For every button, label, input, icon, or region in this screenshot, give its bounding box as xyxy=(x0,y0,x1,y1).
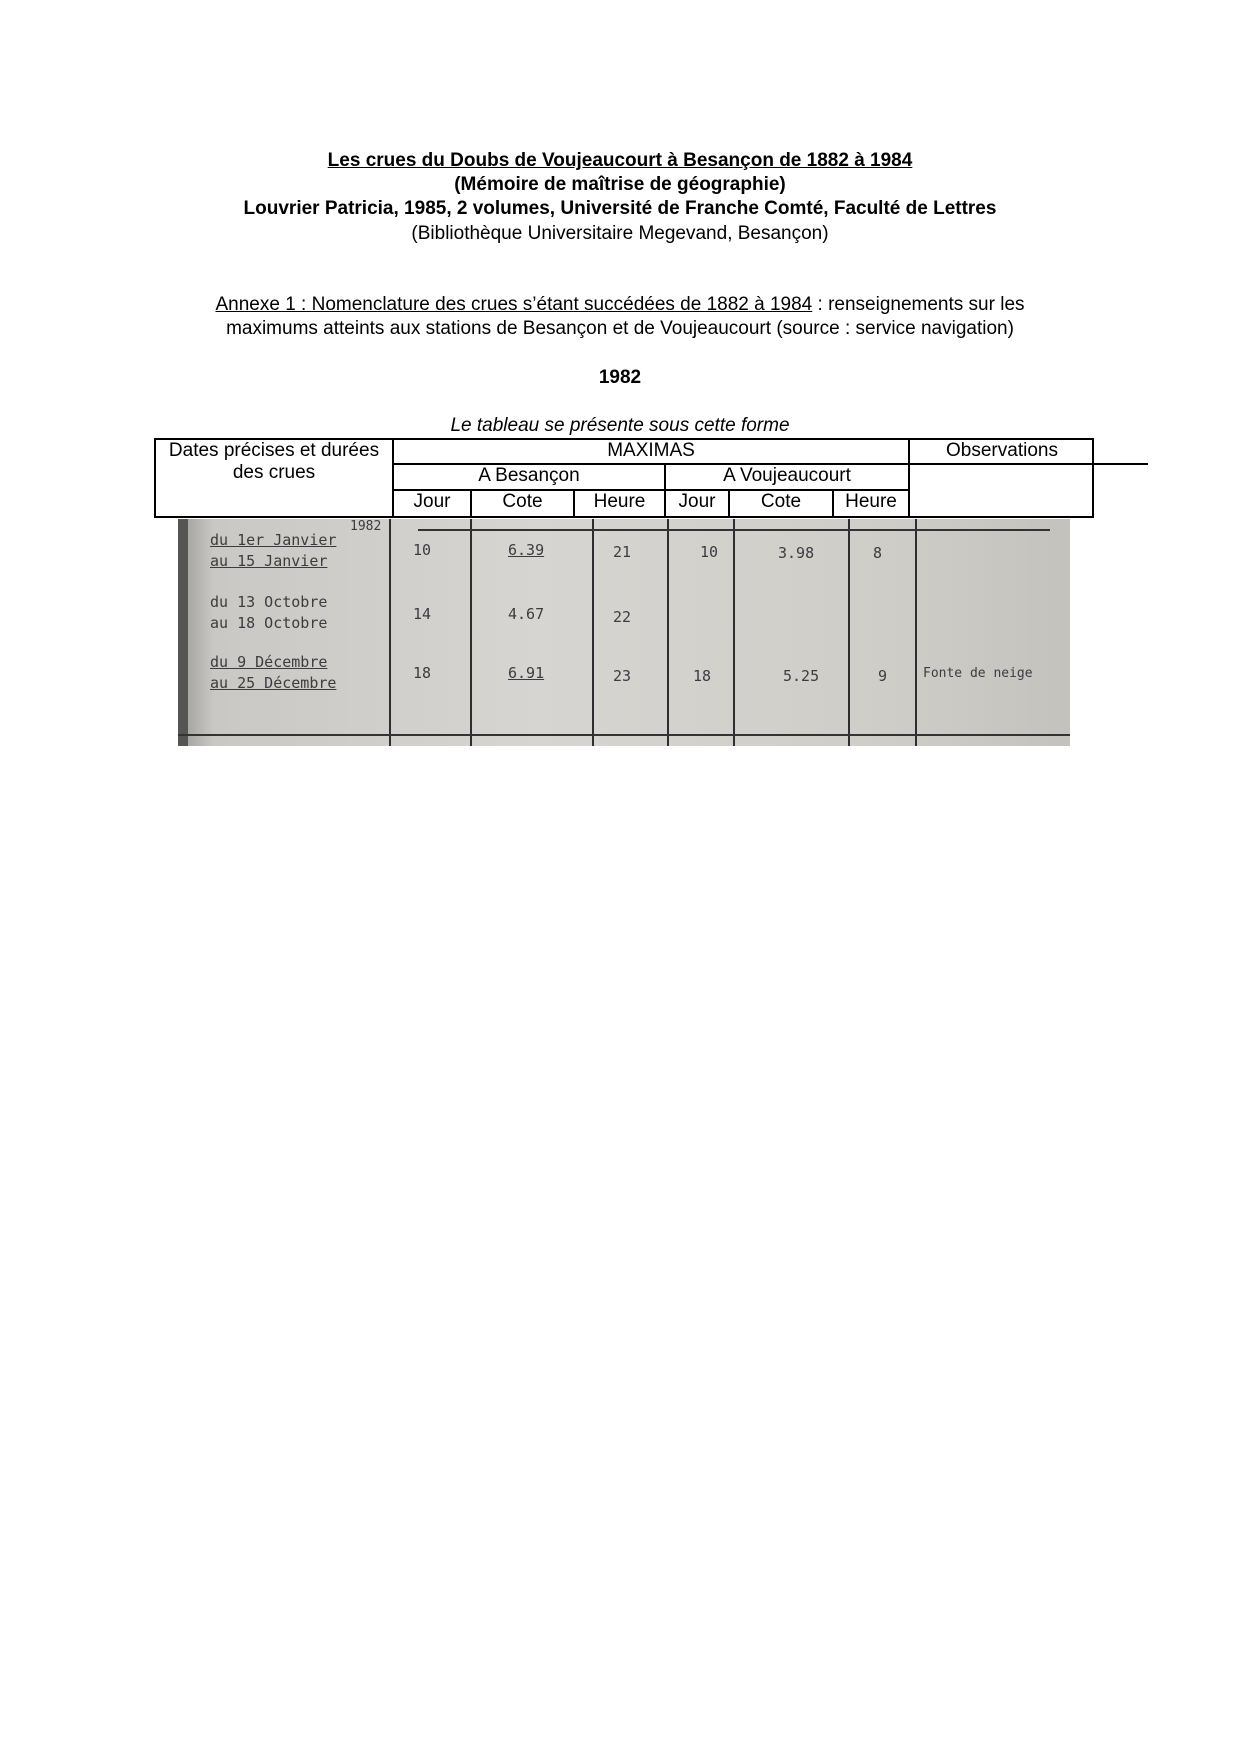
annex-title: Annexe 1 : Nomenclature des crues s’étan… xyxy=(215,294,813,315)
row-from: du 13 Octobre xyxy=(210,593,328,611)
v-heure: 9 xyxy=(878,667,888,685)
year-note: 1982 xyxy=(350,519,382,534)
year-heading: 1982 xyxy=(598,367,642,388)
header-table: Dates précises et durées des crues MAXIM… xyxy=(154,438,1148,518)
col-jour: Jour xyxy=(678,491,716,512)
col-jour: Jour xyxy=(413,491,451,512)
b-jour: 10 xyxy=(413,541,432,559)
v-heure: 8 xyxy=(873,544,883,562)
col-cote: Cote xyxy=(760,491,802,512)
annex-rest: : renseignements sur les xyxy=(812,294,1025,315)
b-cote: 6.39 xyxy=(508,541,545,559)
dates-header: Dates précises et durées des crues xyxy=(168,440,380,483)
b-jour: 18 xyxy=(413,664,432,682)
observations-header: Observations xyxy=(946,440,1058,461)
row-to: au 18 Octobre xyxy=(210,614,328,632)
row-to: au 25 Décembre xyxy=(210,674,337,692)
maximas-header: MAXIMAS xyxy=(607,440,695,461)
library-line: (Bibliothèque Universitaire Megevand, Be… xyxy=(411,223,829,244)
b-heure: 23 xyxy=(613,667,632,685)
v-jour: 18 xyxy=(693,667,712,685)
observation: Fonte de neige xyxy=(923,666,1033,681)
author-line: Louvrier Patricia, 1985, 2 volumes, Univ… xyxy=(243,198,997,219)
col-heure: Heure xyxy=(593,491,646,512)
v-jour: 10 xyxy=(700,543,719,561)
b-cote: 6.91 xyxy=(508,664,545,682)
v-cote: 3.98 xyxy=(778,544,815,562)
col-cote: Cote xyxy=(502,491,543,512)
b-heure: 21 xyxy=(613,543,632,561)
table-caption: Le tableau se présente sous cette forme xyxy=(450,415,790,436)
document-subtitle: (Mémoire de maîtrise de géographie) xyxy=(454,174,786,195)
b-heure: 22 xyxy=(613,608,632,626)
b-jour: 14 xyxy=(413,605,432,623)
annex-line-1: Annexe 1 : Nomenclature des crues s’étan… xyxy=(0,293,1240,317)
col-heure: Heure xyxy=(845,491,897,512)
besancon-header: A Besançon xyxy=(478,465,580,486)
row-to: au 15 Janvier xyxy=(210,552,328,570)
row-from: du 1er Janvier xyxy=(210,531,337,549)
b-cote: 4.67 xyxy=(508,605,545,623)
annex-line-2: maximums atteints aux stations de Besanç… xyxy=(226,318,1014,339)
row-from: du 9 Décembre xyxy=(210,653,328,671)
v-cote: 5.25 xyxy=(783,667,820,685)
scanned-table-photo: 1982 du 1er Janvier au 15 Janvier 10 6.3… xyxy=(178,519,1070,746)
voujeaucourt-header: A Voujeaucourt xyxy=(723,465,851,486)
document-title: Les crues du Doubs de Voujeaucourt à Bes… xyxy=(327,150,913,171)
